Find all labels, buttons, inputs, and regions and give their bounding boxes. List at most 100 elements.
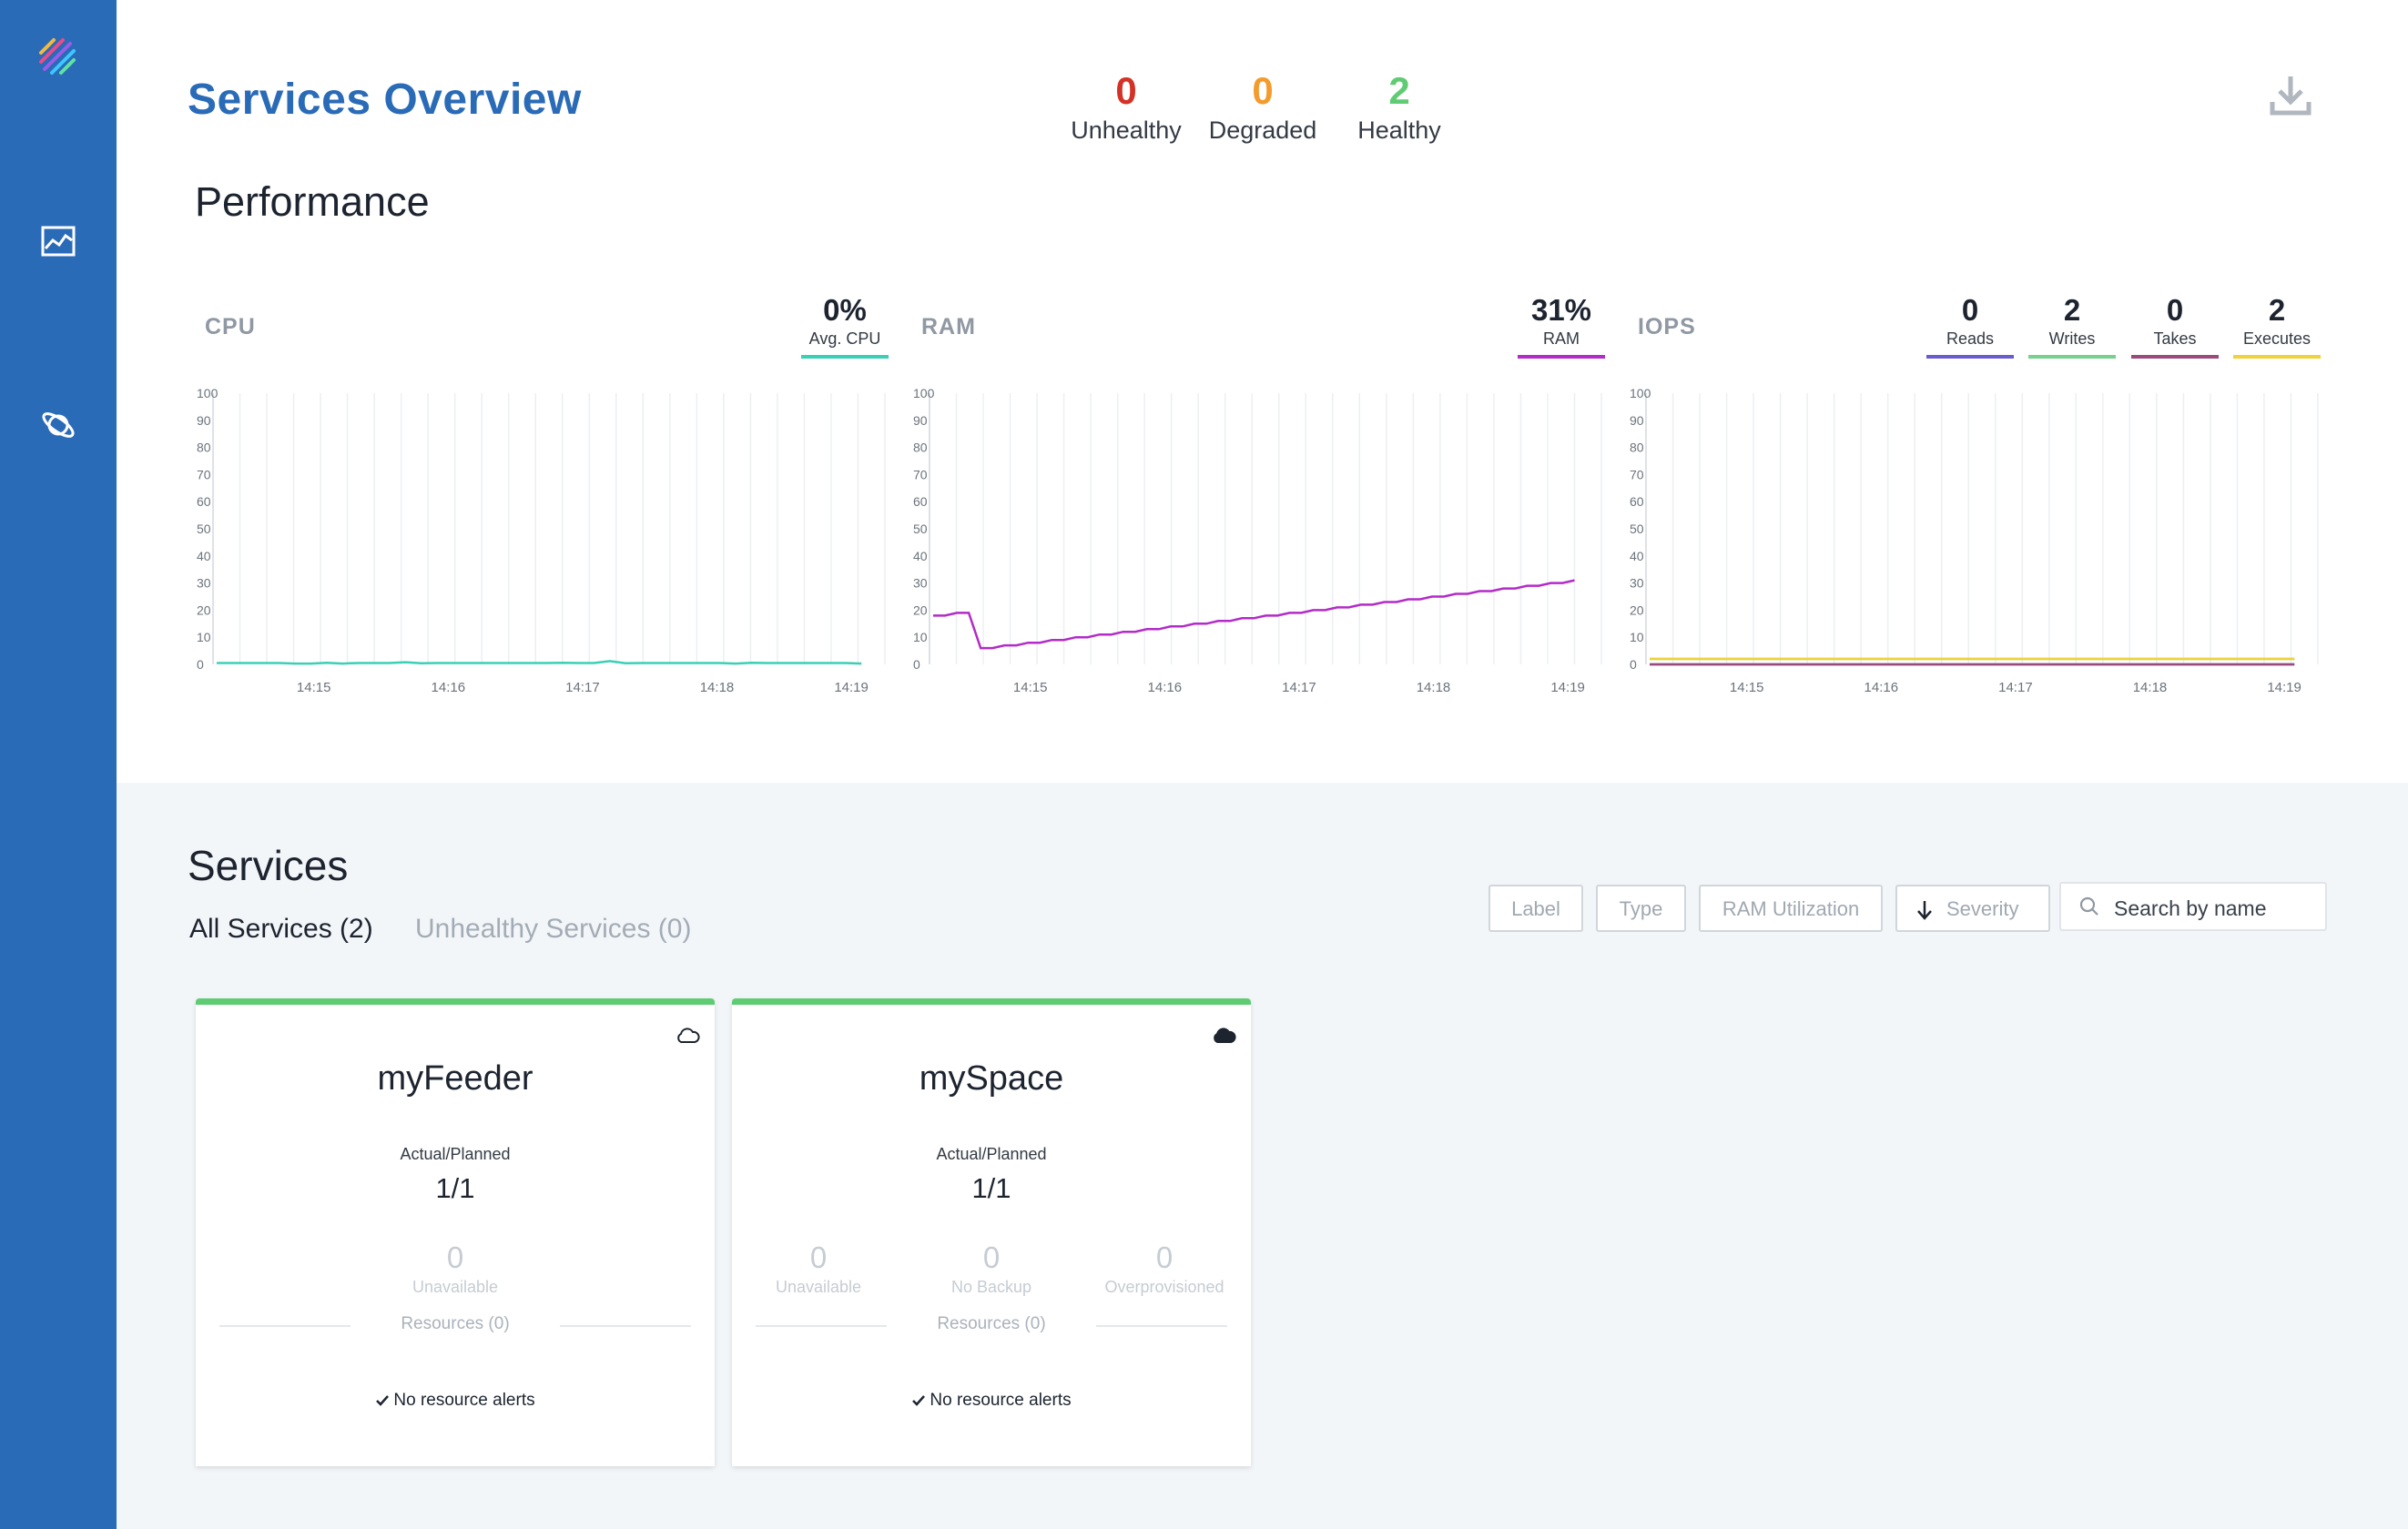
x-tick-label: 14:17 [565,680,600,695]
y-tick-label: 60 [913,494,928,509]
label-filter-button[interactable]: Label [1488,885,1583,932]
healthy-label: Healthy [1357,116,1441,144]
metric-label: Writes [2048,329,2096,348]
actual-planned-value: 1/1 [971,1172,1011,1204]
y-tick-label: 10 [913,630,928,644]
metric-color-bar [2233,355,2321,359]
page-title: Services Overview [188,76,582,124]
actual-planned-value: 1/1 [435,1172,475,1204]
search-input[interactable]: Search by name [2059,882,2327,931]
metric-value: 0% [823,293,867,327]
resources-row: Resources (0) [219,1312,691,1340]
ram-chart-title: RAM [921,314,976,339]
series-line [933,579,1575,650]
y-tick-label: 0 [197,657,204,672]
service-name: mySpace [919,1059,1064,1098]
y-tick-label: 90 [197,413,211,428]
unhealthy-label: Unhealthy [1071,116,1182,144]
unhealthy-value: 0 [1115,69,1137,112]
metric-value: 2 [2268,293,2286,327]
actual-planned-label: Actual/Planned [936,1145,1047,1163]
cpu-chart-title: CPU [205,314,256,339]
ram-chart: 0 10 20 30 40 50 60 70 80 90 100 14:15 14:16 14:17 14:… [913,386,1602,695]
metric-value: 31% [1530,293,1592,327]
service-card-myfeeder[interactable]: myFeeder Actual/Planned 1/1 0 Unavailabl… [196,998,715,1466]
x-tick-label: 14:18 [2133,680,2168,695]
stat-label: Unavailable [411,1278,499,1296]
metric-label: Avg. CPU [808,329,881,348]
y-tick-label: 20 [1630,602,1644,617]
search-icon [2079,896,2098,916]
degraded-value: 0 [1252,69,1274,112]
y-tick-label: 100 [1630,386,1651,400]
y-tick-label: 20 [197,602,211,617]
y-tick-label: 0 [1630,657,1637,672]
stat-label: Overprovisioned [1104,1278,1224,1296]
metric-value: 2 [2063,293,2081,327]
y-tick-label: 40 [197,549,211,563]
x-tick-label: 14:19 [2267,680,2301,695]
y-tick-label: 90 [913,413,928,428]
metric-color-bar [1926,355,2014,359]
checkmark-icon [912,1395,926,1406]
planet-icon[interactable] [36,402,81,448]
takes-metric: 0 Takes [2131,293,2219,359]
x-tick-label: 14:18 [1417,680,1451,695]
avg-cpu-metric: 0% Avg. CPU [801,293,889,359]
tab-all-services[interactable]: All Services (2) [189,914,373,944]
sidebar [0,0,117,1529]
degraded-count: 0 Degraded [1190,67,1336,146]
stat-value: 0 [1155,1240,1174,1274]
arrow-down-icon [1917,901,1932,921]
stat-label: No Backup [950,1278,1032,1296]
iops-chart-title: IOPS [1638,314,1696,339]
overprovisioned-stat: 0 Overprovisioned [1078,1240,1251,1298]
metric-color-bar [1518,355,1605,359]
y-tick-label: 70 [1630,467,1644,481]
metric-color-bar [801,355,889,359]
metric-value: 0 [1961,293,1979,327]
divider [1096,1325,1227,1327]
logo-icon[interactable] [36,35,81,80]
alert-text: No resource alerts [393,1391,535,1410]
unhealthy-count: 0 Unhealthy [1053,67,1199,146]
severity-sort-button[interactable]: Severity [1895,885,2050,932]
service-card-myspace[interactable]: mySpace Actual/Planned 1/1 0 Unavailable… [732,998,1251,1466]
performance-title: Performance [195,178,430,225]
x-tick-label: 14:15 [297,680,331,695]
stat-value: 0 [982,1240,1001,1274]
y-tick-label: 70 [197,467,211,481]
download-icon[interactable] [2267,73,2314,120]
metric-label: RAM [1543,329,1580,348]
y-tick-label: 0 [913,657,920,672]
search-placeholder: Search by name [2114,896,2267,920]
y-tick-label: 70 [913,467,928,481]
cloud-filled-icon [1214,1028,1236,1043]
y-tick-label: 50 [197,521,211,536]
metric-color-bar [2028,355,2116,359]
y-tick-label: 100 [197,386,218,400]
unavailable-stat: 0 Unavailable [732,1240,905,1298]
y-tick-label: 90 [1630,413,1644,428]
no-alerts-status: No resource alerts [732,1391,1251,1411]
y-tick-label: 50 [913,521,928,536]
metric-label: Executes [2242,329,2311,348]
performance-chart-icon[interactable] [36,218,81,264]
services-title: Services [188,842,349,889]
divider [219,1325,351,1327]
type-filter-button[interactable]: Type [1596,885,1686,932]
ram-utilization-filter-button[interactable]: RAM Utilization [1699,885,1883,932]
y-tick-label: 80 [913,440,928,455]
tab-unhealthy-services[interactable]: Unhealthy Services (0) [415,914,692,944]
x-tick-label: 14:15 [1013,680,1048,695]
x-tick-label: 14:16 [432,680,466,695]
x-tick-label: 14:19 [1550,680,1585,695]
writes-metric: 2 Writes [2028,293,2116,359]
y-tick-label: 10 [197,630,211,644]
degraded-label: Degraded [1208,116,1317,144]
stat-value: 0 [446,1240,464,1274]
divider [560,1325,691,1327]
executes-metric: 2 Executes [2233,293,2321,359]
series-line [217,660,862,665]
metric-label: Takes [2153,329,2197,348]
